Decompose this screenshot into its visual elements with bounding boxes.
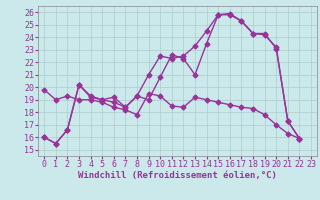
X-axis label: Windchill (Refroidissement éolien,°C): Windchill (Refroidissement éolien,°C) (78, 171, 277, 180)
